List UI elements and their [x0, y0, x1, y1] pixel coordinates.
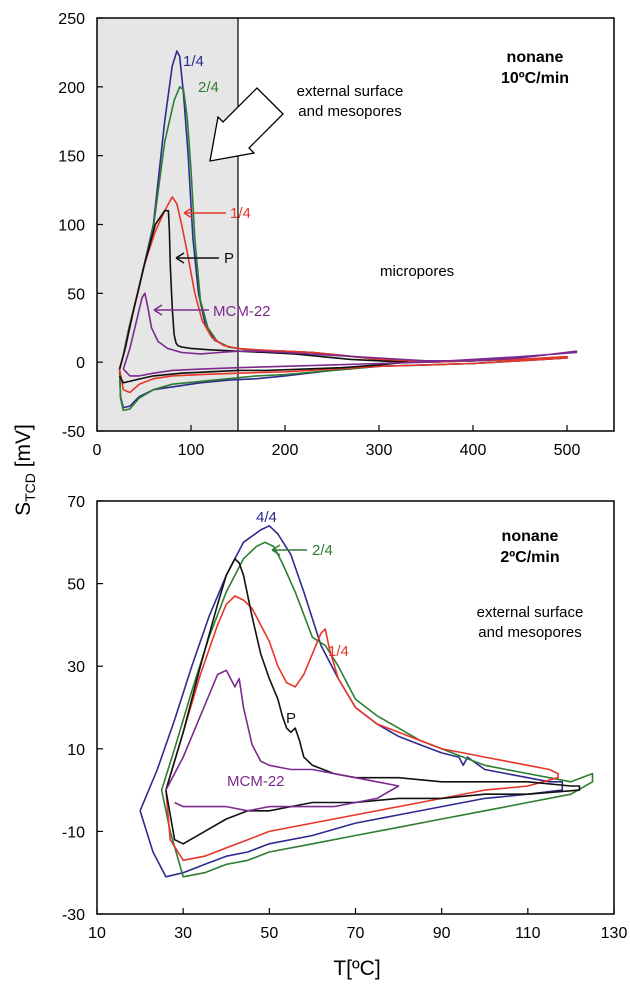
condition-rate-2: 2ºC/min	[500, 549, 559, 566]
y-tick-label: -10	[62, 824, 85, 841]
label-purple: MCM-22	[213, 303, 271, 320]
y-tick-label: 250	[58, 11, 85, 28]
series-line-green	[160, 541, 594, 878]
x-axis-label: T[ºC]	[333, 957, 380, 980]
y-tick-label: -30	[62, 907, 85, 924]
condition-rate: 10ºC/min	[501, 70, 569, 87]
top-chart-annotations: nonane 10ºC/min external surface and mes…	[153, 49, 569, 320]
x-tick-label: 200	[272, 442, 299, 459]
series-line-purple	[165, 669, 400, 812]
arrow-green-2-head-icon	[271, 544, 281, 556]
label-red-2: 1/4	[328, 643, 349, 660]
y-tick-label: 70	[67, 494, 85, 511]
y-tick-label: 50	[67, 286, 85, 303]
top-chart-series	[118, 50, 578, 412]
external-arrow-icon	[209, 87, 284, 162]
x-tick-label: 300	[366, 442, 393, 459]
y-tick-label: 200	[58, 80, 85, 97]
x-tick-label: 100	[178, 442, 205, 459]
bottom-chart-ticks: 10 30 50 70 90 110 130 -30 -10 10 30 50 70	[62, 494, 628, 942]
y-axis-label: STCD [mV]	[12, 424, 38, 516]
series-line-red	[165, 595, 559, 862]
y-tick-label: 100	[58, 218, 85, 235]
series-line-red	[118, 196, 568, 394]
arrow-black-head-icon	[175, 252, 185, 264]
x-tick-label: 10	[88, 925, 106, 942]
x-tick-label: 30	[174, 925, 192, 942]
bottom-chart-series	[139, 524, 594, 878]
y-tick-label: 0	[76, 355, 85, 372]
external-label-2-line2: and mesopores	[478, 624, 581, 641]
y-tick-label: -50	[62, 424, 85, 441]
arrow-red-head-icon	[183, 207, 193, 219]
label-green: 2/4	[198, 79, 219, 96]
label-black: P	[224, 250, 234, 267]
label-red: 1/4	[230, 205, 251, 222]
x-tick-label: 500	[554, 442, 581, 459]
label-black-2: P	[286, 710, 296, 727]
x-tick-label: 70	[347, 925, 365, 942]
y-tick-label: 150	[58, 149, 85, 166]
arrow-purple-head-icon	[153, 304, 163, 316]
label-blue-2: 4/4	[256, 509, 277, 526]
top-chart-ticks: 0 100 200 300 400 500 -50 0 50 100 150 200 250	[58, 11, 580, 459]
label-green-2: 2/4	[312, 542, 333, 559]
external-label-line2: and mesopores	[298, 103, 401, 120]
y-tick-label: 30	[67, 659, 85, 676]
condition-solvent-2: nonane	[502, 528, 559, 545]
x-tick-label: 90	[433, 925, 451, 942]
bottom-chart: 10 30 50 70 90 110 130 -30 -10 10 30 50 70 nonane 2º…	[62, 494, 628, 942]
x-tick-label: 110	[515, 925, 541, 942]
x-tick-label: 400	[460, 442, 487, 459]
condition-solvent: nonane	[507, 49, 564, 66]
shaded-region	[97, 18, 238, 431]
label-purple-2: MCM-22	[227, 773, 285, 790]
external-label-2-line1: external surface	[477, 604, 584, 621]
series-line-purple	[122, 292, 578, 377]
micropores-label: micropores	[380, 263, 454, 280]
label-blue: 1/4	[183, 53, 204, 70]
x-tick-label: 0	[93, 442, 102, 459]
series-line-blue	[139, 524, 564, 878]
y-tick-label: 10	[67, 742, 85, 759]
y-tick-label: 50	[67, 577, 85, 594]
series-line-black	[165, 557, 581, 845]
x-tick-label: 50	[260, 925, 278, 942]
bottom-chart-annotations: nonane 2ºC/min external surface and meso…	[227, 509, 583, 790]
top-chart: 0 100 200 300 400 500 -50 0 50 100 150 200 250 nonan…	[58, 11, 615, 459]
external-label-line1: external surface	[297, 83, 404, 100]
x-tick-label: 130	[601, 925, 628, 942]
